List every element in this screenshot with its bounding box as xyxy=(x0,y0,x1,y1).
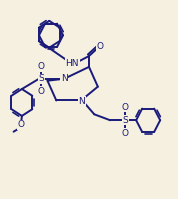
Text: S: S xyxy=(38,74,44,83)
Text: O: O xyxy=(38,62,45,71)
Text: O: O xyxy=(17,120,25,129)
Text: N: N xyxy=(78,97,85,106)
Text: O: O xyxy=(38,87,45,96)
Text: HN: HN xyxy=(66,59,79,68)
Text: N: N xyxy=(61,74,68,83)
Text: O: O xyxy=(122,129,129,138)
Text: S: S xyxy=(122,116,128,125)
Text: O: O xyxy=(97,42,104,51)
Text: O: O xyxy=(122,102,129,111)
